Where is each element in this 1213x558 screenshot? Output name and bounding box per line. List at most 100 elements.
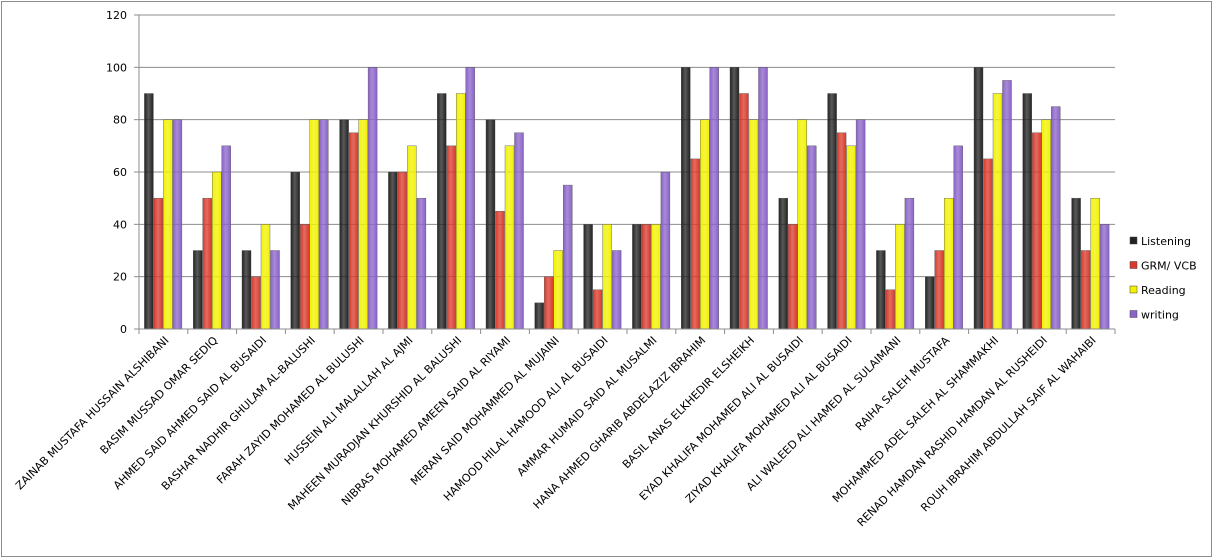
bar-reading-12 [700, 119, 710, 330]
bar-reading-17 [944, 197, 954, 330]
bar-grm-vcb-4 [300, 224, 310, 330]
bar-listening-14 [778, 197, 788, 330]
x-tick-label: HAMOOD HILAL HAMOOD ALI AL BUSAIDI [441, 334, 611, 504]
bar-grm-vcb-11 [641, 224, 652, 330]
y-tick-label: 120 [106, 9, 127, 22]
bar-reading-10 [602, 224, 612, 330]
bar-grm-vcb-17 [934, 250, 944, 330]
bar-listening-4 [290, 171, 300, 330]
bar-writing-6 [416, 197, 427, 330]
bar-listening-2 [192, 250, 203, 330]
bar-listening-20 [1071, 197, 1081, 330]
bar-grm-vcb-6 [397, 171, 408, 330]
bar-listening-7 [437, 93, 447, 330]
bar-grm-vcb-1 [153, 197, 164, 330]
bar-listening-10 [583, 224, 593, 330]
bar-writing-15 [855, 119, 866, 330]
bar-writing-1 [172, 119, 183, 330]
bar-reading-13 [748, 119, 759, 330]
bar-writing-7 [465, 67, 475, 330]
bar-writing-2 [221, 145, 231, 330]
bar-writing-17 [953, 145, 963, 330]
bar-reading-11 [651, 224, 661, 330]
bar-reading-14 [797, 119, 807, 330]
bar-writing-16 [904, 197, 915, 330]
bar-reading-9 [553, 250, 563, 330]
bar-listening-19 [1022, 93, 1032, 330]
legend-label: GRM/ VCB [1141, 260, 1197, 273]
bar-writing-10 [611, 250, 622, 330]
bar-listening-9 [534, 302, 544, 330]
bar-reading-18 [992, 93, 1003, 330]
bar-reading-5 [358, 119, 368, 330]
legend-swatch-3 [1129, 285, 1138, 294]
bar-writing-11 [660, 171, 671, 330]
bar-reading-6 [407, 145, 417, 330]
bar-listening-3 [241, 250, 252, 330]
bar-grm-vcb-8 [495, 211, 505, 330]
bar-grm-vcb-9 [544, 276, 554, 330]
bar-reading-19 [1041, 119, 1052, 330]
y-tick-label: 40 [113, 218, 127, 231]
bar-grm-vcb-5 [348, 132, 359, 330]
bar-listening-6 [388, 171, 398, 330]
bar-reading-4 [309, 119, 319, 330]
bar-writing-19 [1051, 106, 1061, 330]
bar-writing-3 [270, 250, 280, 330]
x-tick-label: RAIHA SALEH MUSTAFA [853, 334, 953, 434]
bar-writing-12 [709, 67, 719, 330]
bar-writing-5 [367, 67, 378, 330]
bar-grm-vcb-10 [592, 289, 603, 330]
bar-reading-8 [504, 145, 515, 330]
legend-swatch-1 [1129, 236, 1138, 245]
bar-grm-vcb-7 [446, 145, 456, 330]
bar-reading-1 [163, 119, 173, 330]
bar-grm-vcb-14 [788, 224, 798, 330]
bar-reading-2 [211, 171, 222, 330]
bar-listening-15 [827, 93, 837, 330]
bar-listening-1 [144, 93, 154, 330]
x-tick-label: MAHEEN MURADJAN KHURSHID AL BALUSHI [285, 334, 464, 513]
bar-listening-13 [729, 67, 740, 330]
bar-writing-4 [319, 119, 329, 330]
bar-grm-vcb-13 [739, 93, 749, 330]
bar-reading-15 [846, 145, 856, 330]
y-tick-label: 60 [113, 166, 127, 179]
legend-swatch-4 [1129, 310, 1138, 318]
x-tick-label: RENAD HAMDAN RASHID HAMDAN AL RUSHEIDI [855, 334, 1050, 529]
bar-grm-vcb-20 [1080, 250, 1091, 330]
y-tick-label: 0 [120, 323, 127, 336]
legend-label: writing [1141, 309, 1179, 322]
x-tick-label: ZIYAD KHALIFA MOHAMED ALI AL BUSAIDI [683, 334, 855, 506]
bar-reading-7 [456, 93, 466, 330]
bar-listening-18 [973, 67, 984, 330]
x-tick-label: HANA AHMED GHARIB ABDELAZIZ IBRAHIM [531, 334, 709, 512]
bar-listening-17 [925, 276, 935, 330]
x-tick-label: MOHAMMED ADEL SALEH AL SHAMMAKHI [830, 334, 1001, 505]
x-tick-label: NIBRAS MOHAMED AMEEN SAID AL RIYAMI [339, 334, 513, 508]
bar-writing-9 [563, 184, 573, 330]
y-tick-label: 20 [113, 271, 127, 284]
bar-listening-12 [681, 67, 691, 330]
bar-grm-vcb-3 [251, 276, 261, 330]
legend-swatch-2 [1129, 261, 1138, 269]
bar-grm-vcb-2 [202, 197, 212, 330]
bar-listening-8 [485, 119, 496, 330]
bar-writing-13 [758, 67, 768, 330]
bar-reading-3 [260, 224, 271, 330]
bar-grm-vcb-19 [1032, 132, 1042, 330]
bar-listening-11 [632, 224, 642, 330]
bar-reading-20 [1090, 197, 1100, 330]
bar-writing-18 [1002, 80, 1012, 330]
bar-listening-5 [339, 119, 349, 330]
bar-listening-16 [876, 250, 886, 330]
y-tick-label: 80 [113, 114, 127, 127]
bar-writing-20 [1099, 224, 1110, 330]
legend-label: Listening [1141, 235, 1191, 248]
bar-grm-vcb-15 [836, 132, 847, 330]
bar-writing-14 [807, 145, 817, 330]
bar-reading-16 [895, 224, 905, 330]
bar-grm-vcb-12 [690, 158, 700, 330]
